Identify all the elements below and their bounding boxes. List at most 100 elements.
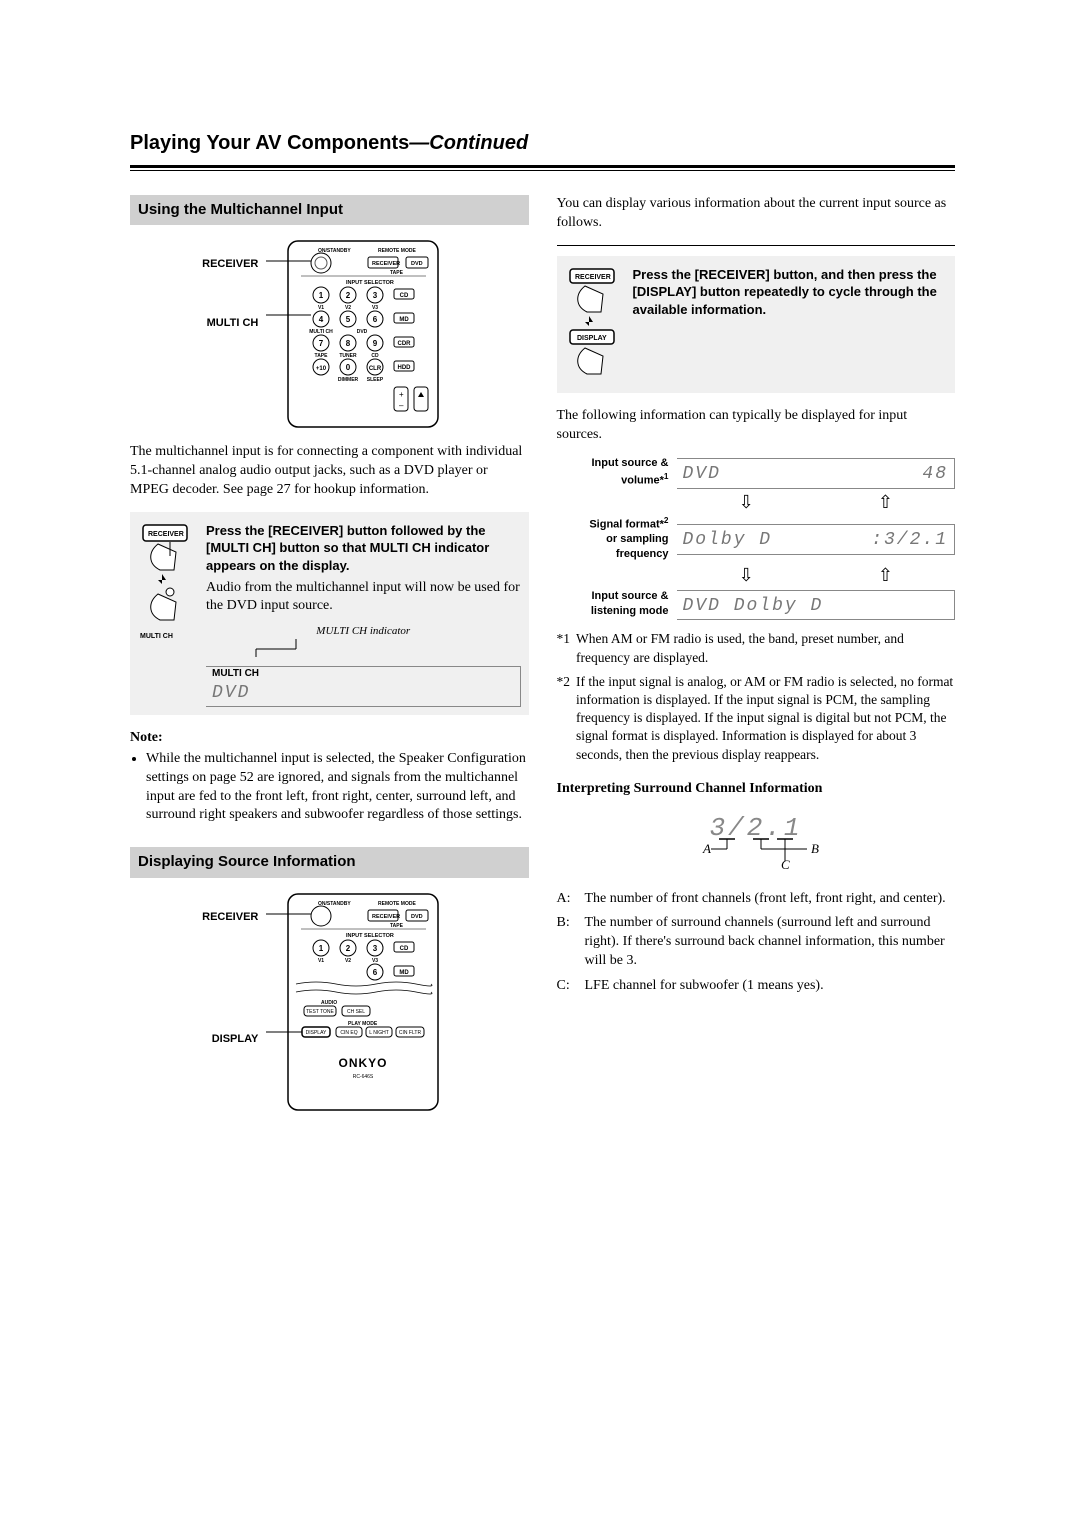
svg-text:3: 3 [373,291,378,300]
fn2-mark: *2 [557,673,571,764]
svg-text:V1: V1 [318,958,324,964]
svg-text:REMOTE MODE: REMOTE MODE [378,901,416,907]
remote-diagram-2: RECEIVER DISPLAY ON/STANDBY REMOTE MODE … [130,892,529,1112]
svg-text:MULTI CH: MULTI CH [140,633,173,640]
right-sep [557,245,956,246]
svg-text:V3: V3 [372,958,378,964]
title-suffix: —Continued [409,132,528,154]
svg-text:9: 9 [373,339,378,348]
svg-text:2: 2 [346,291,351,300]
svg-text:A: A [702,841,711,856]
def-c: LFE channel for subwoofer (1 means yes). [585,977,824,996]
arrows-2: ⇩⇧ [557,566,956,584]
surround-defs: A:The number of front channels (front le… [557,890,956,996]
svg-text:MD: MD [400,970,410,976]
svg-text:DISPLAY: DISPLAY [306,1030,327,1036]
def-a: The number of front channels (front left… [585,890,946,909]
svg-text:1: 1 [319,291,324,300]
section-display-source: Displaying Source Information [130,847,529,877]
svg-text:DVD: DVD [357,329,368,335]
svg-text:REMOTE MODE: REMOTE MODE [378,248,416,254]
footnotes: *1When AM or FM radio is used, the band,… [557,630,956,764]
right-intro: You can display various information abou… [557,195,956,233]
svg-text:TAPE: TAPE [390,270,404,276]
title-rule [130,165,955,171]
step1-instruction: Press the [RECEIVER] button followed by … [206,522,521,575]
svg-text:6: 6 [373,315,378,324]
step1-caption: MULTI CH indicator [206,624,521,639]
svg-text:TUNER: TUNER [340,353,358,359]
svg-text:DVD: DVD [411,261,423,267]
title-main: Playing Your AV Components [130,132,409,154]
lcd-row1-right: 48 [922,462,948,486]
svg-text:5: 5 [346,315,351,324]
svg-text:8: 8 [346,339,351,348]
note-item: While the multichannel input is selected… [146,750,529,826]
multichannel-intro: The multichannel input is for connecting… [130,443,529,500]
svg-text:TEST TONE: TEST TONE [306,1009,334,1015]
section-using-multichannel: Using the Multichannel Input [130,195,529,225]
svg-text:CDR: CDR [398,341,412,347]
note-list: While the multichannel input is selected… [130,750,529,826]
svg-text:RC-646S: RC-646S [353,1074,374,1080]
fn1-mark: *1 [557,630,571,666]
def-c-label: C: [557,977,579,996]
svg-text:V2: V2 [345,958,351,964]
svg-text:CIN EQ: CIN EQ [341,1030,358,1036]
svg-text:SLEEP: SLEEP [367,377,384,383]
svg-text:DVD: DVD [411,914,423,920]
svg-text:MD: MD [400,317,410,323]
remote-svg-2: ON/STANDBY REMOTE MODE RECEIVER DVD TAPE… [266,892,456,1112]
arrows-1: ⇩⇧ [557,493,956,511]
surround-figure: 3/2.1 A B C [557,809,956,876]
step-display: RECEIVER DISPLAY Press the [RECEIVER] bu… [557,256,956,393]
svg-text:TAPE: TAPE [315,353,329,359]
remote2-label-display: DISPLAY [202,1032,258,1047]
step-multich: RECEIVER MULTI CH Press the [RECEIVER] b… [130,512,529,715]
svg-text:CH SEL: CH SEL [347,1009,365,1015]
svg-text:B: B [811,841,819,856]
svg-text:CD: CD [372,353,380,359]
right-column: You can display various information abou… [557,195,956,1126]
svg-text:–: – [399,401,404,410]
svg-text:V2: V2 [345,305,351,311]
step1-body: Audio from the multichannel input will n… [206,580,520,614]
svg-text:AUDIO: AUDIO [321,1000,337,1006]
left-column: Using the Multichannel Input RECEIVER MU… [130,195,529,1126]
surround-subhead: Interpreting Surround Channel Informatio… [557,780,956,799]
svg-text:CD: CD [400,293,409,299]
lcd-row2-right: :3/2.1 [871,528,948,552]
remote-diagram-1: RECEIVER MULTI CH ON/STANDBY REMOTE MODE… [130,239,529,429]
svg-text:DIMMER: DIMMER [338,377,359,383]
def-b-label: B: [557,914,579,971]
display-step-instruction: Press the [RECEIVER] button, and then pr… [633,266,948,319]
lcd-row2-left: Dolby D [683,528,773,552]
info-display-block: Input source & volume*1 DVD 48 ⇩⇧ Signal… [557,456,956,620]
remote1-label-receiver: RECEIVER [202,257,258,272]
svg-text:7: 7 [319,339,324,348]
svg-text:RECEIVER: RECEIVER [148,531,184,538]
fn1-text: When AM or FM radio is used, the band, p… [576,630,955,666]
right-para2: The following information can typically … [557,407,956,445]
fn2-text: If the input signal is analog, or AM or … [576,673,955,764]
remote2-label-receiver: RECEIVER [202,910,258,925]
svg-text:RECEIVER: RECEIVER [372,261,400,267]
svg-text:INPUT SELECTOR: INPUT SELECTOR [346,933,394,939]
svg-text:+: + [399,390,404,399]
svg-text:L NIGHT: L NIGHT [370,1030,390,1036]
svg-text:CD: CD [400,946,409,952]
svg-text:1: 1 [319,944,324,953]
lcd-row3-left: DVD Dolby D [683,594,824,618]
remote1-label-multich: MULTI CH [202,316,258,331]
svg-text:CLR: CLR [369,366,382,372]
svg-text:DISPLAY: DISPLAY [577,335,607,342]
svg-text:PLAY MODE: PLAY MODE [348,1021,378,1027]
remote-svg-1: ON/STANDBY REMOTE MODE RECEIVER DVD TAPE… [266,239,456,429]
svg-text:RECEIVER: RECEIVER [372,914,400,920]
step1-lcd: MULTI CH DVD [206,666,521,707]
svg-text:3: 3 [373,944,378,953]
def-b: The number of surround channels (surroun… [585,914,956,971]
svg-text:TAPE: TAPE [390,923,404,929]
note-heading: Note: [130,729,529,748]
svg-text:CIN FLTR: CIN FLTR [399,1030,422,1036]
